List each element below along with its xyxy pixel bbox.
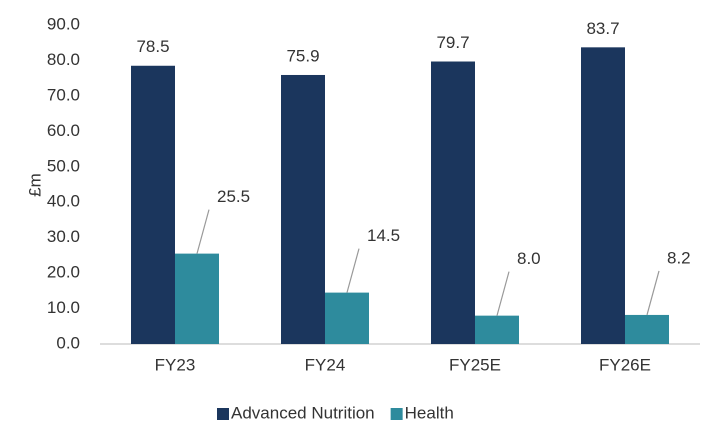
x-tick-label: FY25E xyxy=(449,355,501,374)
x-tick-label: FY23 xyxy=(155,355,196,374)
bar xyxy=(281,74,325,344)
y-tick-label: 80.0 xyxy=(47,50,80,69)
bar xyxy=(431,61,475,344)
bar xyxy=(625,314,669,344)
bar xyxy=(325,292,369,344)
data-label: 8.2 xyxy=(667,248,691,267)
leader-line xyxy=(496,271,510,316)
data-label: 14.5 xyxy=(367,226,400,245)
bar xyxy=(581,47,625,345)
bar xyxy=(475,315,519,344)
y-tick-label: 0.0 xyxy=(56,333,80,352)
data-label: 83.7 xyxy=(586,19,619,38)
data-label: 8.0 xyxy=(517,249,541,268)
y-tick-label: 20.0 xyxy=(47,263,80,282)
data-label: 75.9 xyxy=(286,46,319,65)
data-label: 79.7 xyxy=(436,33,469,52)
data-label: 78.5 xyxy=(136,37,169,56)
legend-label: Health xyxy=(405,403,454,422)
legend-swatch xyxy=(390,408,403,420)
leader-line xyxy=(196,209,210,254)
y-tick-label: 70.0 xyxy=(47,85,80,104)
y-tick-label: 90.0 xyxy=(47,14,80,33)
leader-line xyxy=(646,270,660,316)
y-tick-label: 30.0 xyxy=(47,227,80,246)
bar xyxy=(175,253,219,344)
legend-label: Advanced Nutrition xyxy=(231,403,375,422)
data-label: 25.5 xyxy=(217,187,250,206)
bar xyxy=(131,65,175,344)
y-tick-label: 60.0 xyxy=(47,121,80,140)
x-tick-label: FY24 xyxy=(305,355,346,374)
x-tick-label: FY26E xyxy=(599,355,651,374)
leader-line xyxy=(346,248,360,293)
legend-swatch xyxy=(217,408,229,420)
y-tick-label: 50.0 xyxy=(47,156,80,175)
y-tick-label: 40.0 xyxy=(47,192,80,211)
y-tick-label: 10.0 xyxy=(47,298,80,317)
y-axis-label: £m xyxy=(25,173,44,197)
